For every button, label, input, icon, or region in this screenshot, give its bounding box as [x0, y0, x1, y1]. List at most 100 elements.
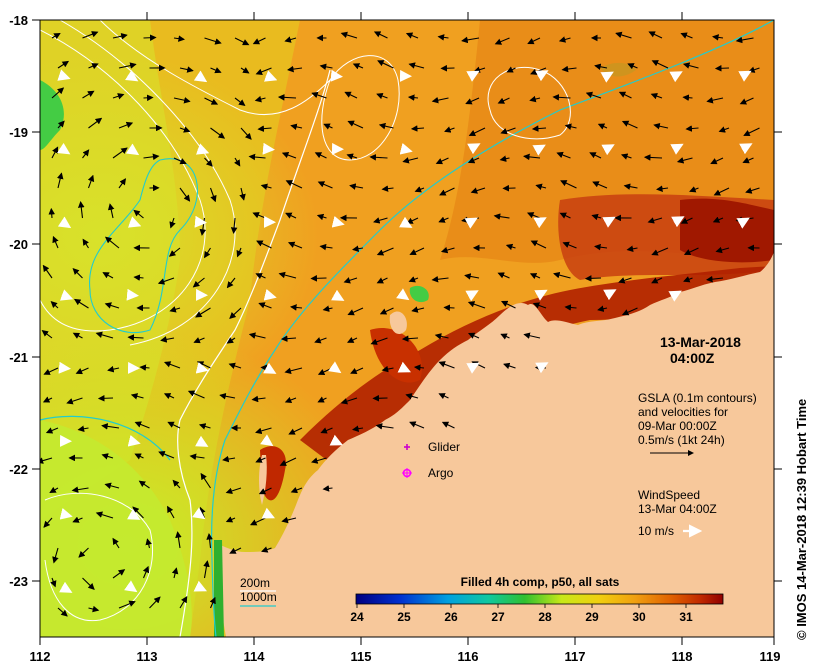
wind-arrow — [57, 216, 72, 229]
velocity-arrow — [239, 187, 246, 201]
velocity-arrow — [558, 36, 571, 43]
velocity-arrow — [465, 97, 480, 105]
velocity-arrow — [112, 93, 125, 100]
velocity-arrow — [118, 600, 136, 609]
wind-arrow — [192, 507, 206, 520]
colorbar-tick: 24 — [350, 610, 364, 624]
velocity-arrow — [234, 97, 246, 106]
velocity-arrow — [714, 64, 730, 72]
velocity-arrow — [52, 235, 59, 249]
velocity-arrow — [340, 397, 358, 405]
velocity-arrow — [529, 273, 541, 280]
velocity-arrow — [405, 32, 419, 39]
velocity-arrow — [402, 157, 419, 164]
velocity-arrow — [225, 516, 236, 523]
wind-legend-line: 13-Mar 04:00Z — [638, 502, 717, 516]
velocity-arrow — [57, 60, 70, 69]
velocity-arrow — [167, 505, 175, 519]
velocity-arrow — [618, 91, 632, 99]
velocity-arrow — [461, 36, 480, 44]
velocity-arrow — [281, 516, 297, 524]
wind-arrow — [601, 144, 615, 156]
velocity-arrow — [314, 152, 327, 159]
velocity-arrow — [352, 425, 364, 432]
wind-legend-line: 10 m/s — [638, 524, 674, 538]
velocity-arrow — [718, 126, 730, 133]
wind-arrow — [195, 143, 210, 155]
velocity-arrow — [500, 127, 516, 135]
velocity-arrow — [618, 277, 632, 284]
imos-credit: © IMOS 14-Mar-2018 12:39 Hobart Time — [794, 399, 809, 640]
velocity-arrow — [529, 95, 541, 103]
velocity-arrow — [187, 390, 205, 399]
velocity-arrow — [653, 122, 669, 130]
velocity-arrow — [322, 305, 333, 312]
velocity-arrow — [648, 31, 663, 39]
velocity-arrow — [375, 423, 394, 430]
velocity-arrow — [101, 453, 114, 460]
velocity-arrow — [742, 157, 754, 164]
lat-tick-labels: -18 -19 -20 -21 -22 -23 — [9, 13, 28, 589]
velocity-arrow — [320, 427, 333, 434]
velocity-arrow — [104, 302, 120, 309]
velocity-arrow — [319, 63, 333, 71]
velocity-arrow — [373, 217, 388, 224]
wind-arrows — [57, 69, 753, 593]
velocity-arrows — [40, 31, 760, 617]
velocity-arrow — [143, 34, 157, 42]
glider-icon — [404, 444, 410, 450]
velocity-arrow — [594, 243, 608, 251]
velocity-arrow — [594, 63, 608, 70]
gsla-legend-line: 0.5m/s (1kt 24h) — [638, 433, 725, 447]
velocity-arrow — [118, 178, 127, 189]
wind-arrow — [263, 70, 278, 82]
velocity-arrow — [77, 201, 85, 219]
velocity-arrow — [621, 120, 638, 129]
velocity-arrow — [88, 605, 100, 613]
wind-arrow — [535, 70, 549, 82]
wind-arrow — [331, 215, 345, 228]
velocity-arrow — [226, 337, 236, 344]
wind-arrow — [57, 69, 71, 81]
velocity-arrow — [139, 364, 150, 371]
colorbar-tick: 28 — [538, 610, 552, 624]
velocity-arrow — [204, 37, 222, 45]
velocity-arrow — [45, 427, 59, 434]
wind-arrow — [466, 70, 480, 82]
velocity-arrow — [210, 127, 226, 139]
velocity-arrow — [493, 213, 510, 220]
velocity-arrow — [530, 240, 547, 249]
wind-arrow — [668, 290, 682, 302]
velocity-arrow — [257, 125, 272, 132]
velocity-arrow — [349, 183, 364, 190]
velocity-arrow — [378, 122, 394, 130]
velocity-arrow — [104, 236, 120, 249]
velocity-arrow — [381, 365, 394, 373]
velocity-arrow — [112, 33, 128, 40]
velocity-arrow — [376, 92, 388, 100]
velocity-arrow — [526, 212, 541, 219]
velocity-arrow — [130, 393, 144, 400]
velocity-arrow — [592, 181, 608, 189]
velocity-arrow — [501, 300, 516, 309]
wind-arrow — [195, 435, 209, 447]
colorbar-tick: 31 — [679, 610, 693, 624]
wind-arrow — [125, 69, 139, 82]
velocity-arrow — [503, 362, 516, 370]
velocity-arrow — [689, 186, 699, 193]
wind-arrow — [127, 508, 141, 520]
velocity-arrow — [505, 243, 516, 251]
velocity-arrow — [158, 451, 175, 459]
wind-legend-line: WindSpeed — [638, 488, 700, 502]
lat-tick-label: -22 — [9, 462, 28, 477]
velocity-arrow — [352, 245, 364, 252]
wind-arrow — [263, 288, 277, 301]
velocity-arrow — [133, 209, 144, 219]
velocity-arrow — [281, 151, 297, 159]
velocity-arrow — [713, 187, 730, 196]
velocity-arrow — [467, 157, 480, 164]
velocity-arrow — [559, 212, 571, 219]
velocity-arrow — [252, 37, 266, 45]
velocity-arrow — [317, 181, 333, 189]
velocity-arrow — [743, 127, 760, 136]
